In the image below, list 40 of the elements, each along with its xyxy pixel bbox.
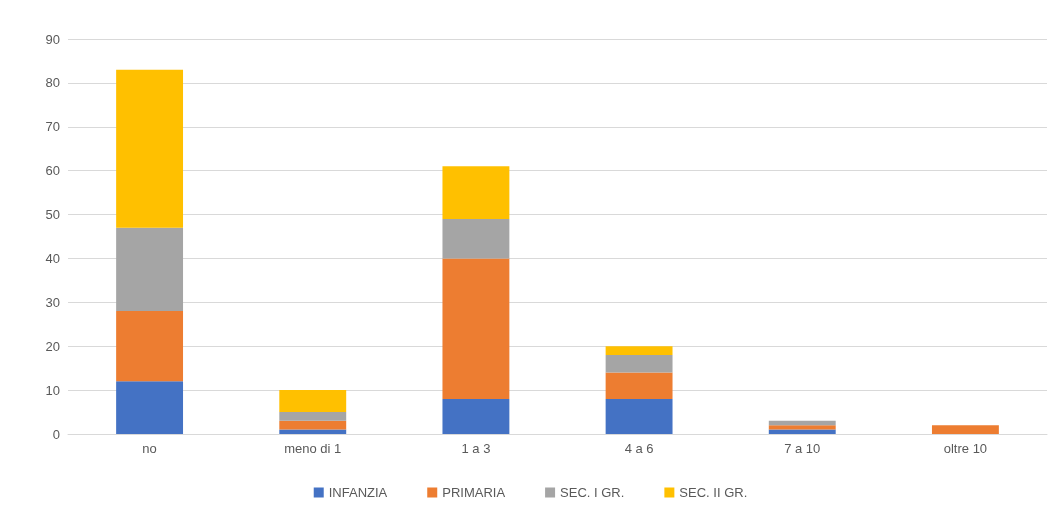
x-tick-label: no [142, 441, 157, 456]
bar [279, 429, 347, 434]
bar [442, 166, 510, 219]
y-tick-label: 20 [45, 338, 60, 354]
bar [116, 381, 184, 434]
bar [116, 69, 184, 228]
bar [116, 311, 184, 382]
legend-label: SEC. I GR. [560, 485, 625, 500]
bar [931, 425, 999, 434]
bar [442, 258, 510, 399]
x-tick-label: meno di 1 [284, 441, 342, 456]
y-tick-label: 40 [45, 250, 60, 266]
bar [768, 425, 836, 430]
y-tick-label: 0 [52, 426, 60, 442]
bar [605, 355, 673, 373]
bar [768, 420, 836, 426]
y-tick-label: 90 [45, 31, 60, 47]
bar [605, 372, 673, 399]
x-tick-label: 7 a 10 [784, 441, 821, 456]
bar [442, 398, 510, 434]
y-tick-label: 50 [45, 207, 60, 223]
bar [442, 218, 510, 259]
bar [279, 390, 347, 413]
y-tick-label: 10 [45, 382, 60, 398]
x-tick-label: 4 a 6 [624, 441, 654, 456]
bar [605, 398, 673, 434]
bar [116, 227, 184, 312]
x-tick-label: oltre 10 [943, 441, 988, 456]
y-tick-label: 30 [45, 294, 60, 310]
legend-label: SEC. II GR. [679, 485, 748, 500]
bar [768, 429, 836, 434]
legend-label: INFANZIA [328, 485, 388, 500]
y-tick-label: 70 [45, 119, 60, 135]
y-tick-label: 80 [45, 75, 60, 91]
legend-label: PRIMARIA [442, 485, 506, 500]
x-tick-label: 1 a 3 [461, 441, 491, 456]
bar [279, 412, 347, 421]
y-tick-label: 60 [45, 163, 60, 179]
bar [605, 346, 673, 355]
bar [279, 420, 347, 430]
